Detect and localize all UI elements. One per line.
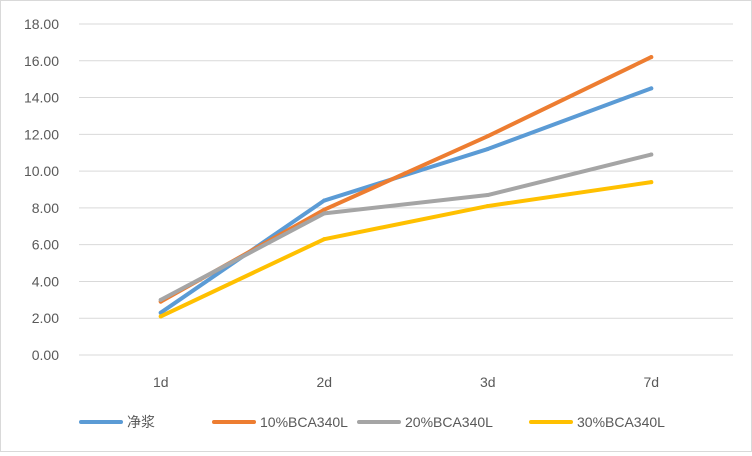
- data-point: [649, 152, 654, 157]
- y-tick-label: 14.00: [24, 90, 59, 106]
- y-tick-label: 16.00: [24, 53, 59, 69]
- y-tick-label: 18.00: [24, 16, 59, 32]
- data-point: [322, 207, 327, 212]
- y-axis-ticks: 0.00 2.00 4.00 6.00 8.00 10.00 12.00 14.00 16.00…: [24, 16, 59, 363]
- legend-label: 净浆: [127, 414, 155, 430]
- y-tick-label: 10.00: [24, 163, 59, 179]
- legend: 净浆 10%BCA340L 20%BCA340L 30%BCA340L: [79, 414, 665, 430]
- y-tick-label: 12.00: [24, 126, 59, 142]
- data-point: [485, 204, 490, 209]
- data-point: [322, 211, 327, 216]
- series-line: [158, 86, 654, 315]
- data-point: [649, 180, 654, 185]
- x-tick-label: 3d: [480, 374, 496, 390]
- x-tick-label: 1d: [153, 374, 169, 390]
- legend-label: 10%BCA340L: [260, 414, 348, 430]
- y-tick-label: 4.00: [32, 273, 59, 289]
- x-tick-label: 2d: [316, 374, 332, 390]
- series-line: [158, 152, 654, 302]
- data-point: [158, 297, 163, 302]
- data-point: [322, 198, 327, 203]
- series-line: [158, 180, 654, 319]
- y-tick-label: 8.00: [32, 200, 59, 216]
- x-axis-ticks: 1d 2d 3d 7d: [153, 374, 659, 390]
- legend-label: 30%BCA340L: [577, 414, 665, 430]
- y-tick-label: 2.00: [32, 310, 59, 326]
- gridlines: [79, 23, 733, 356]
- data-point: [649, 55, 654, 60]
- data-point: [485, 193, 490, 198]
- data-point: [322, 237, 327, 242]
- x-tick-label: 7d: [643, 374, 659, 390]
- y-tick-label: 0.00: [32, 347, 59, 363]
- data-point: [485, 134, 490, 139]
- series-lines: [158, 55, 654, 319]
- legend-label: 20%BCA340L: [405, 414, 493, 430]
- data-point: [158, 314, 163, 319]
- y-tick-label: 6.00: [32, 237, 59, 253]
- data-point: [649, 86, 654, 91]
- series-line: [158, 55, 654, 304]
- data-point: [485, 147, 490, 152]
